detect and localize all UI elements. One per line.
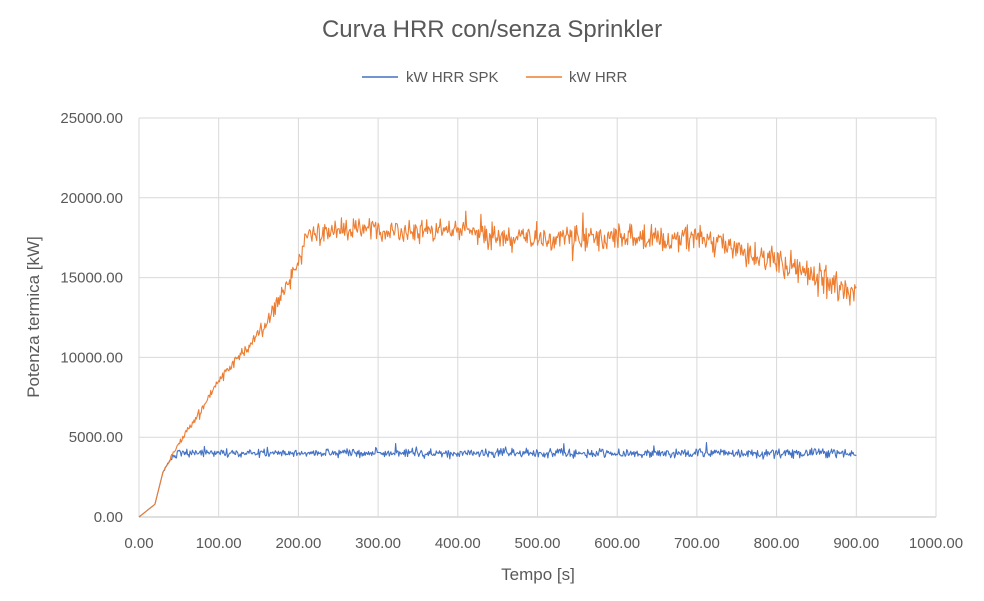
series-lines [138, 210, 857, 518]
x-axis-ticks: 0.00 100.00 200.00 300.00 400.00 500.00 600.00… [124, 535, 963, 552]
y-tick-label: 0.00 [94, 509, 123, 526]
y-tick-label: 15000.00 [60, 270, 123, 287]
y-tick-label: 25000.00 [60, 110, 123, 127]
y-axis-title: Potenza termica [kW] [24, 236, 43, 398]
x-axis-title: Tempo [s] [501, 565, 575, 584]
y-axis-ticks: 0.00 5000.00 10000.00 15000.00 20000.00 25000… [60, 110, 123, 526]
series-line-hrr-spk [138, 442, 857, 518]
y-tick-label: 5000.00 [69, 429, 123, 446]
x-tick-label: 100.00 [196, 535, 242, 552]
legend-label-hrr: kW HRR [569, 69, 627, 86]
series-line-hrr [138, 210, 857, 518]
y-tick-label: 10000.00 [60, 349, 123, 366]
y-tick-label: 20000.00 [60, 190, 123, 207]
x-tick-label: 400.00 [435, 535, 481, 552]
x-tick-label: 300.00 [355, 535, 401, 552]
x-tick-label: 600.00 [594, 535, 640, 552]
x-tick-label: 200.00 [275, 535, 321, 552]
x-tick-label: 500.00 [515, 535, 561, 552]
x-tick-label: 900.00 [833, 535, 879, 552]
chart-title: Curva HRR con/senza Sprinkler [322, 16, 662, 43]
x-tick-label: 0.00 [124, 535, 153, 552]
legend: kW HRR SPK kW HRR [362, 69, 627, 86]
legend-label-spk: kW HRR SPK [406, 69, 499, 86]
gridlines [138, 117, 937, 518]
x-tick-label: 700.00 [674, 535, 720, 552]
x-tick-label: 1000.00 [909, 535, 963, 552]
x-tick-label: 800.00 [754, 535, 800, 552]
